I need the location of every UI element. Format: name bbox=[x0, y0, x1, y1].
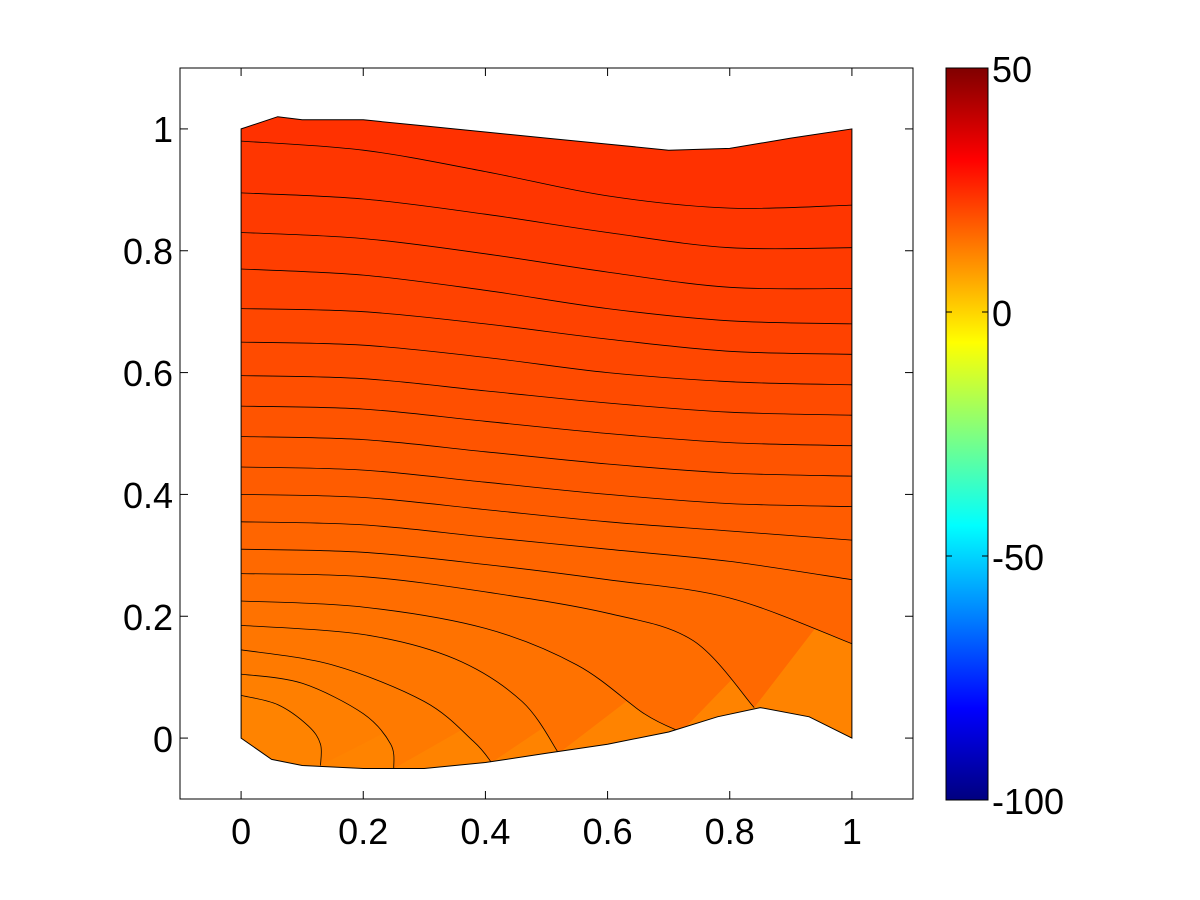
y-axis-tick-labels: 0 0.2 0.4 0.6 0.8 1 bbox=[123, 109, 173, 760]
contour-line bbox=[241, 341, 852, 386]
contour-line bbox=[241, 548, 852, 645]
x-tick-label: 0.8 bbox=[705, 811, 755, 852]
y-tick-label: 0.2 bbox=[123, 597, 173, 638]
domain-boundary bbox=[240, 116, 853, 769]
y-tick-label: 0 bbox=[153, 719, 173, 760]
y-tick-label: 0.6 bbox=[123, 353, 173, 394]
contour-line bbox=[241, 494, 852, 541]
contour-line bbox=[241, 192, 852, 250]
colorbar-tick-label: 0 bbox=[992, 293, 1012, 334]
contour-line bbox=[241, 232, 852, 290]
colorbar: 50 0 -50 -100 bbox=[945, 49, 1064, 822]
y-tick-label: 0.8 bbox=[123, 231, 173, 272]
axes-box bbox=[179, 67, 914, 800]
contour-line bbox=[241, 375, 852, 416]
contour-line bbox=[241, 673, 395, 769]
contour-line bbox=[241, 625, 560, 754]
axis-ticks bbox=[180, 68, 913, 799]
x-tick-label: 0 bbox=[231, 811, 251, 852]
colorbar-tick-label: -100 bbox=[992, 781, 1064, 822]
contour-line bbox=[241, 695, 322, 766]
contour-line bbox=[241, 436, 852, 477]
y-tick-label: 0.4 bbox=[123, 475, 173, 516]
colorbar-tick-label: 50 bbox=[992, 49, 1032, 90]
contour-line bbox=[241, 649, 492, 763]
contour-line bbox=[241, 140, 852, 209]
y-tick-label: 1 bbox=[153, 109, 173, 150]
contour-line bbox=[241, 600, 682, 733]
contour-lines bbox=[241, 140, 852, 769]
x-tick-label: 0.6 bbox=[583, 811, 633, 852]
contour-line bbox=[241, 573, 755, 708]
contour-line bbox=[241, 521, 852, 581]
x-axis-tick-labels: 0 0.2 0.4 0.6 0.8 1 bbox=[231, 811, 862, 852]
contour-line bbox=[241, 466, 852, 507]
contour-line bbox=[241, 268, 852, 325]
x-tick-label: 1 bbox=[842, 811, 862, 852]
colorbar-gradient bbox=[945, 67, 989, 801]
x-tick-label: 0.2 bbox=[338, 811, 388, 852]
contour-line bbox=[241, 308, 852, 355]
contour-line bbox=[241, 405, 852, 447]
x-tick-label: 0.4 bbox=[460, 811, 510, 852]
colorbar-tick-label: -50 bbox=[992, 537, 1044, 578]
colorbar-ticks bbox=[946, 67, 988, 801]
